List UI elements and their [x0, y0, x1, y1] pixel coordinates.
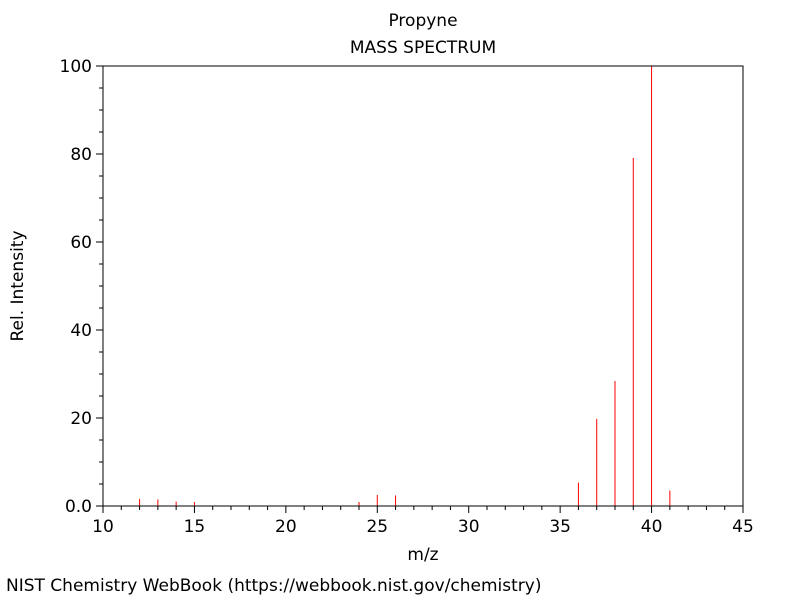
x-tick-label: 35: [549, 517, 571, 537]
source-footer: NIST Chemistry WebBook (https://webbook.…: [6, 576, 542, 596]
y-tick-label: 40: [70, 321, 92, 341]
x-tick-label: 30: [458, 517, 480, 537]
x-tick-label: 40: [641, 517, 663, 537]
x-tick-label: 45: [732, 517, 754, 537]
y-tick-label: 20: [70, 409, 92, 429]
x-axis-label: m/z: [407, 545, 439, 565]
y-tick-label: 80: [70, 145, 92, 165]
spectrum-peaks: [139, 66, 671, 506]
x-tick-label: 10: [92, 517, 114, 537]
x-tick-label: 25: [366, 517, 388, 537]
y-tick-label: 60: [70, 233, 92, 253]
y-axis-label: Rel. Intensity: [8, 230, 28, 342]
chart-title: Propyne: [388, 11, 458, 31]
chart-subtitle: MASS SPECTRUM: [349, 38, 497, 58]
x-tick-label: 15: [184, 517, 206, 537]
axis-ticks: 10 15 20 25 30 35 40 45 0.0 20 40 60 80 100: [60, 57, 754, 537]
x-tick-label: 20: [275, 517, 297, 537]
y-tick-label: 100: [60, 57, 92, 77]
y-tick-label: 0.0: [65, 497, 92, 517]
plot-frame: [102, 65, 744, 507]
